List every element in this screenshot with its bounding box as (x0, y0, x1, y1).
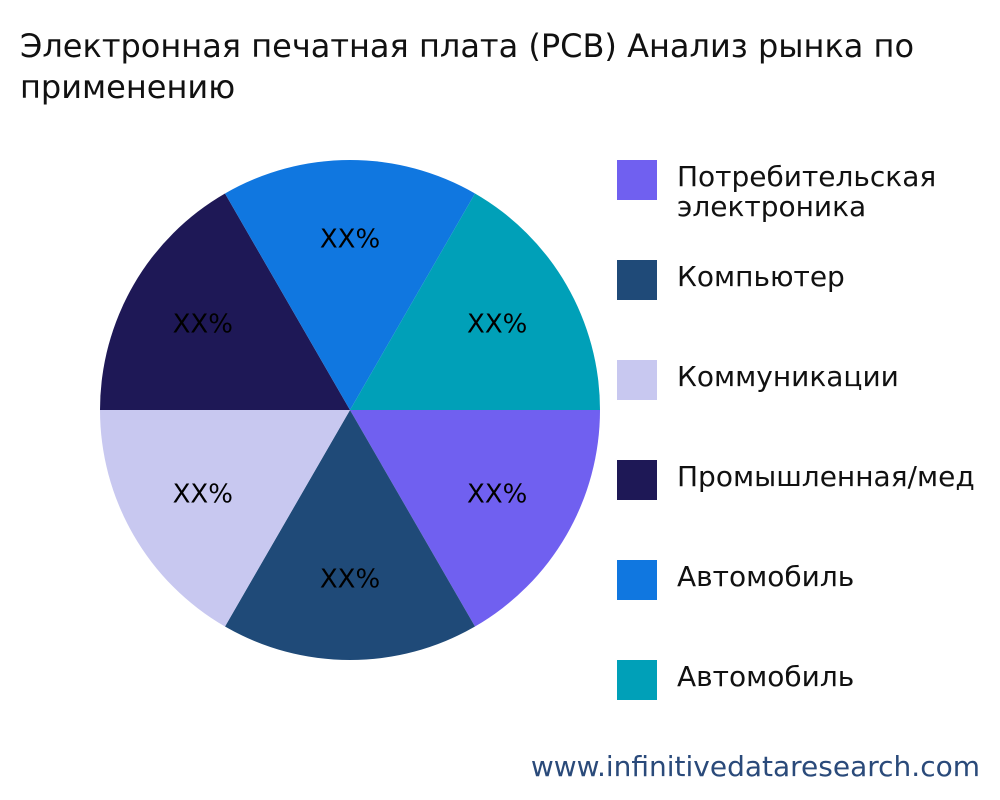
legend-label: Компьютер (677, 260, 845, 293)
legend-item: Промышленная/мед (617, 460, 1000, 500)
pie-slice (100, 410, 350, 627)
pie-slice (350, 410, 600, 627)
legend-swatch (617, 160, 657, 200)
legend-item: Потребительская электроника (617, 160, 1000, 222)
legend: Потребительская электроника Компьютер Комм… (617, 160, 1000, 760)
legend-swatch (617, 560, 657, 600)
legend-swatch (617, 360, 657, 400)
legend-swatch (617, 660, 657, 700)
pie-slice (225, 410, 475, 660)
legend-item: Автомобиль (617, 560, 1000, 600)
footer: www.infinitivedataresearch.com (530, 750, 980, 783)
pie-slice (100, 193, 350, 410)
data-label: XX% (467, 310, 527, 340)
chart-title: Электронная печатная плата (PCB) Анализ … (20, 27, 915, 106)
data-label: XX% (320, 225, 380, 255)
data-label: XX% (173, 310, 233, 340)
legend-label: Коммуникации (677, 360, 899, 393)
legend-label: Промышленная/мед (677, 460, 975, 493)
legend-item: Автомобиль (617, 660, 1000, 700)
legend-label: Потребительская электроника (677, 160, 937, 223)
data-label: XX% (173, 480, 233, 510)
legend-swatch (617, 260, 657, 300)
legend-label: Автомобиль (677, 660, 855, 693)
legend-item: Компьютер (617, 260, 1000, 300)
data-label: XX% (467, 480, 527, 510)
legend-swatch (617, 460, 657, 500)
legend-item: Коммуникации (617, 360, 1000, 400)
data-label: XX% (320, 565, 380, 595)
pie-slice (225, 160, 475, 410)
pie-slice (350, 193, 600, 410)
legend-label: Автомобиль (677, 560, 855, 593)
